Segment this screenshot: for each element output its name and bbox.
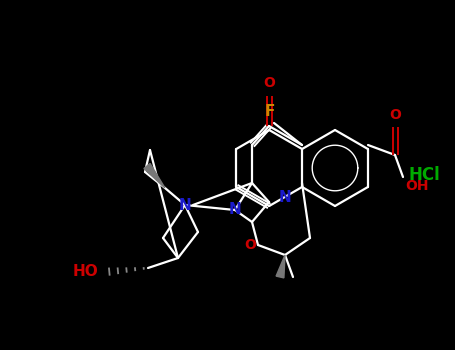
Text: HO: HO	[72, 265, 98, 280]
Text: O: O	[389, 108, 401, 122]
Text: F: F	[265, 104, 275, 119]
Text: N: N	[179, 197, 192, 212]
Text: N: N	[228, 203, 241, 217]
Text: OH: OH	[405, 179, 429, 193]
Polygon shape	[144, 163, 165, 188]
Text: N: N	[278, 189, 291, 204]
Text: O: O	[244, 238, 256, 252]
Polygon shape	[276, 255, 285, 278]
Text: O: O	[263, 76, 275, 90]
Text: HCl: HCl	[408, 166, 440, 184]
